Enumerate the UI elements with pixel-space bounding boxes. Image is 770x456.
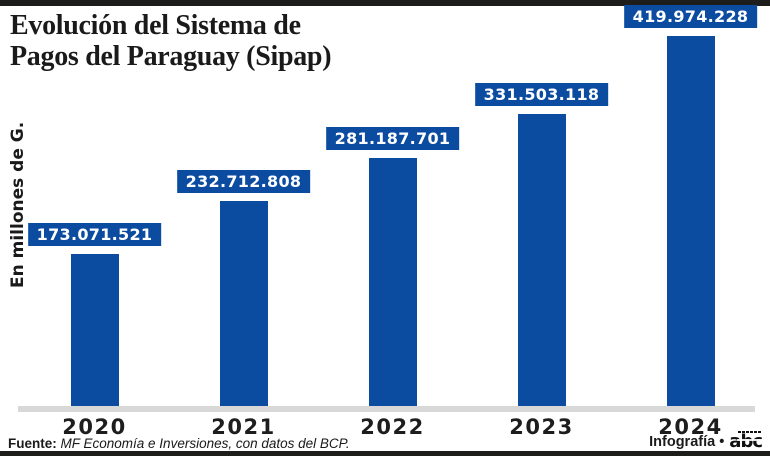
credit-line: Infografía • abc: [649, 431, 763, 452]
x-tick-label-2023: 2023: [509, 415, 574, 439]
bar-group-2020: 173.071.521 2020: [20, 0, 169, 456]
abc-brand-logo: abc: [729, 431, 763, 452]
x-tick-label-2020: 2020: [62, 415, 127, 439]
bar-group-2024: 419.974.228 2024: [616, 0, 765, 456]
bar-value-label-2020: 173.071.521: [27, 223, 162, 246]
bottom-rule: [0, 451, 770, 456]
bar-value-label-2022: 281.187.701: [325, 127, 460, 150]
x-axis-baseline: [18, 406, 755, 412]
bar-2021: [219, 201, 268, 406]
x-tick-label-2021: 2021: [211, 415, 276, 439]
x-tick-label-2022: 2022: [360, 415, 425, 439]
bar-2023: [517, 114, 566, 406]
bar-2022: [368, 158, 417, 406]
bar-2020: [70, 254, 119, 406]
page-title-line1: Evolución del Sistema de: [10, 10, 301, 41]
bar-2024: [666, 36, 715, 406]
credit-text: Infografía •: [649, 434, 725, 450]
bar-value-label-2021: 232.712.808: [176, 170, 311, 193]
source-line: Fuente: MF Economía e Inversiones, con d…: [8, 436, 350, 451]
bar-group-2021: 232.712.808 2021: [169, 0, 318, 456]
bar-chart: 173.071.521 2020 232.712.808 2021 281.187.70…: [20, 0, 765, 456]
bar-group-2023: 331.503.118 2023: [467, 0, 616, 456]
page-title: Evolución del Sistema de Pagos del Parag…: [10, 10, 332, 72]
x-tick-label-2024: 2024: [658, 415, 723, 439]
top-rule: [0, 0, 770, 6]
bar-value-label-2023: 331.503.118: [474, 83, 609, 106]
bar-value-label-2024: 419.974.228: [623, 5, 758, 28]
source-label: Fuente:: [8, 436, 57, 451]
page-title-line2: Pagos del Paraguay (Sipap): [10, 41, 332, 72]
source-text: MF Economía e Inversiones, con datos del…: [60, 436, 350, 451]
bar-group-2022: 281.187.701 2022: [318, 0, 467, 456]
